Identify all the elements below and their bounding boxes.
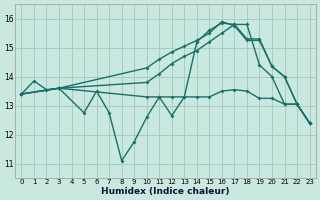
X-axis label: Humidex (Indice chaleur): Humidex (Indice chaleur) [101,187,230,196]
